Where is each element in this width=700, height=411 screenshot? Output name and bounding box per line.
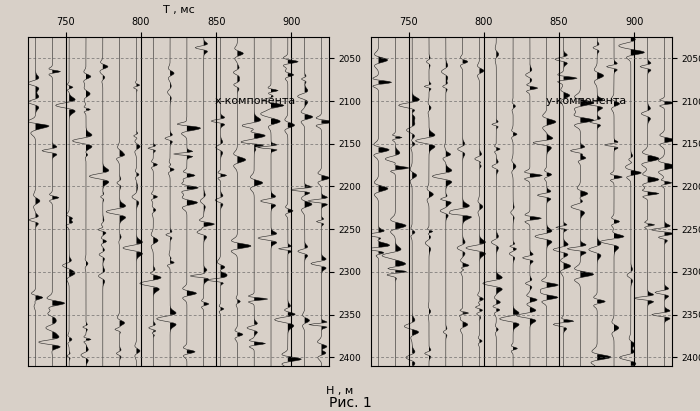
Text: H , м: H , м — [326, 386, 353, 396]
Text: Рис. 1: Рис. 1 — [328, 396, 372, 410]
Text: х-компонента: х-компонента — [215, 96, 296, 106]
Text: у-компонента: у-компонента — [545, 96, 626, 106]
X-axis label: T , мс: T , мс — [162, 5, 195, 15]
